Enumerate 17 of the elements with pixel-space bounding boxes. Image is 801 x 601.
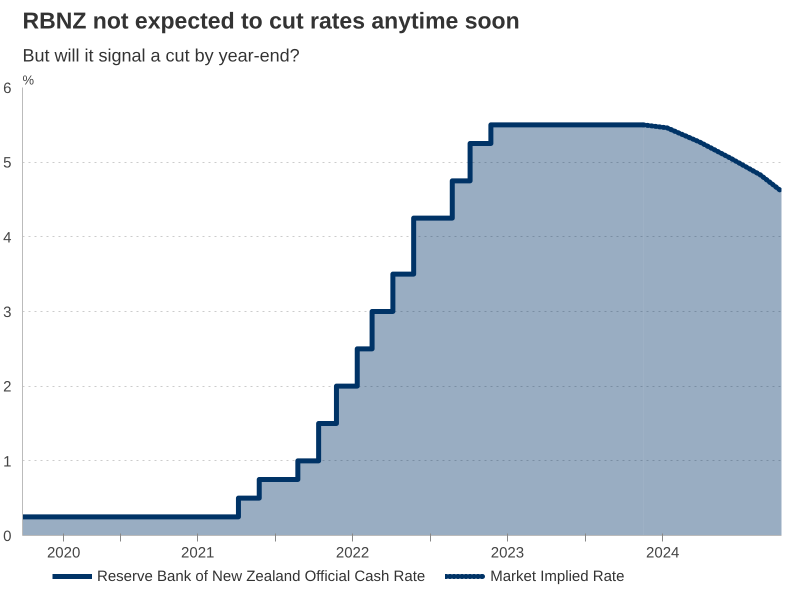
y-axis-title: % [22,72,34,88]
y-tick-label: 3 [3,304,12,321]
legend-label: Market Implied Rate [490,568,624,584]
y-tick-label: 1 [3,453,12,470]
chart-title: RBNZ not expected to cut rates anytime soon [22,8,520,34]
y-tick-label: 5 [3,154,12,172]
x-tick-label: 2022 [336,544,370,562]
x-tick-label: 2024 [646,544,680,562]
y-tick-label: 0 [3,528,12,545]
chart-subtitle: But will it signal a cut by year-end? [22,46,300,66]
legend-label: Reserve Bank of New Zealand Official Cash Rate [97,568,426,584]
x-tick-label: 2023 [490,544,524,562]
x-tick-label: 2021 [181,544,214,562]
y-tick-label: 6 [3,80,12,97]
y-tick-label: 4 [3,229,12,246]
y-tick-label: 2 [3,378,12,396]
x-tick-label: 2020 [46,544,80,562]
